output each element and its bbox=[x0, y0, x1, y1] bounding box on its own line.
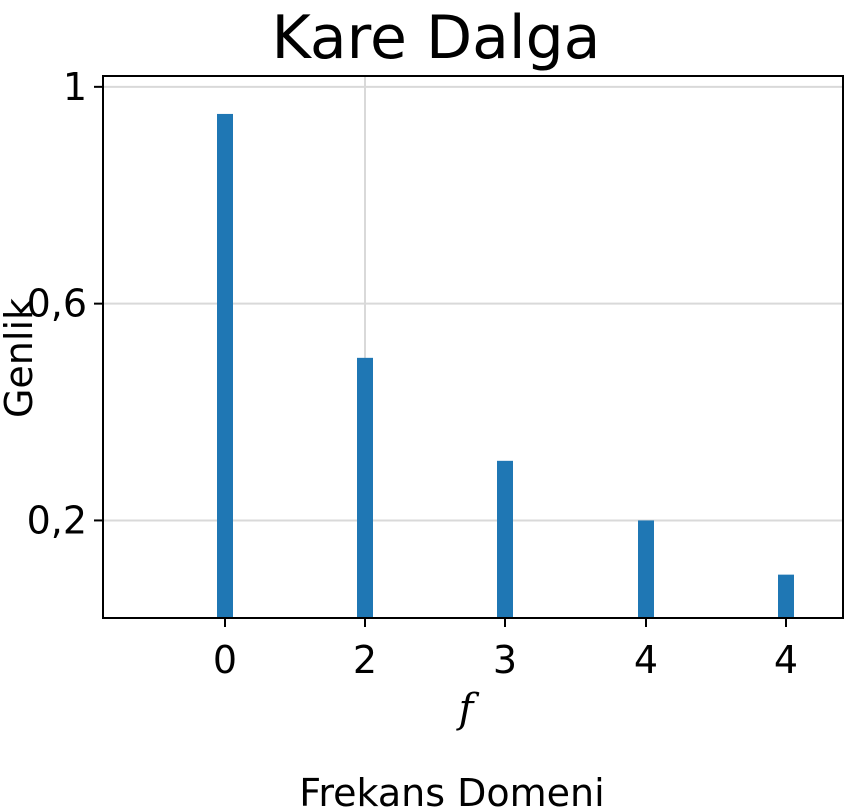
bar bbox=[217, 113, 233, 618]
footer-label: Frekans Domeni bbox=[299, 771, 604, 810]
chart-title: Kare Dalga bbox=[272, 3, 601, 73]
y-tick-label: 0,2 bbox=[27, 498, 87, 542]
bars bbox=[217, 113, 794, 618]
bar bbox=[357, 357, 373, 618]
x-tick-label: 4 bbox=[634, 638, 658, 682]
y-axis-ticks: 1 0,6 0,2 bbox=[27, 65, 103, 542]
y-tick-label: 0,6 bbox=[27, 282, 87, 326]
x-axis-label: f bbox=[456, 686, 480, 732]
bar bbox=[638, 520, 654, 618]
plot-frame bbox=[102, 75, 844, 619]
y-axis-label: Genlik bbox=[0, 298, 41, 418]
x-tick-label: 0 bbox=[213, 638, 237, 682]
x-tick-label: 4 bbox=[774, 638, 798, 682]
x-axis-ticks: 0 2 3 4 4 bbox=[213, 618, 798, 682]
x-tick-label: 2 bbox=[353, 638, 377, 682]
y-tick-label: 1 bbox=[63, 65, 87, 109]
x-tick-label: 3 bbox=[493, 638, 517, 682]
bar bbox=[778, 574, 794, 618]
bar bbox=[497, 460, 513, 618]
grid-lines bbox=[103, 76, 843, 618]
